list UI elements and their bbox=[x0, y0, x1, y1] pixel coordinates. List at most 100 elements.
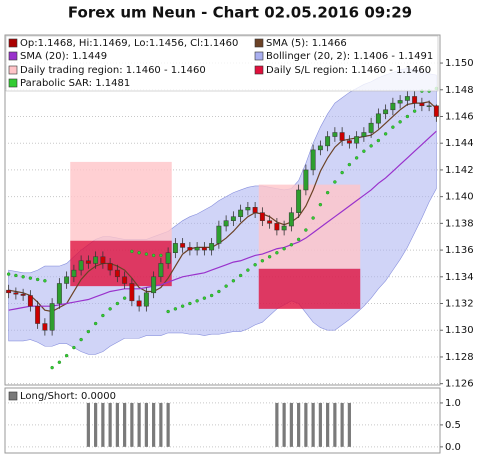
sar-dot bbox=[202, 296, 207, 300]
sar-dot bbox=[311, 216, 315, 220]
sar-dot bbox=[28, 276, 33, 280]
sar-dot bbox=[43, 279, 47, 283]
sar-dot bbox=[246, 268, 250, 272]
sar-dot bbox=[333, 180, 337, 184]
sar-dot bbox=[391, 125, 395, 129]
candle-body bbox=[245, 207, 251, 211]
chart-title: Forex um Neun - Chart 02.05.2016 09:29 bbox=[68, 4, 412, 22]
candle-body bbox=[303, 169, 309, 191]
bar bbox=[94, 402, 98, 447]
bar bbox=[347, 402, 351, 447]
y-tick-label: 1.138 bbox=[445, 218, 474, 229]
bar bbox=[333, 402, 337, 447]
legend-swatch bbox=[8, 391, 18, 401]
y-tick-label: 1.126 bbox=[445, 379, 474, 390]
sar-dot bbox=[253, 263, 257, 267]
candle-body bbox=[129, 283, 135, 302]
sar-dot bbox=[108, 307, 112, 311]
bar bbox=[282, 402, 286, 447]
sar-dot bbox=[159, 253, 163, 258]
y-tick-label: 1.150 bbox=[445, 58, 474, 69]
sar-dot bbox=[296, 237, 301, 242]
candle-body bbox=[397, 100, 403, 104]
sar-dot bbox=[362, 149, 366, 153]
candle-body bbox=[419, 102, 425, 107]
candle-body bbox=[93, 256, 99, 264]
sar-dot bbox=[398, 120, 402, 124]
sar-dot bbox=[144, 252, 149, 256]
candle-body bbox=[339, 132, 345, 141]
candle-body bbox=[354, 136, 360, 144]
candle-body bbox=[64, 276, 70, 284]
sar-dot bbox=[130, 249, 134, 254]
legend-swatch bbox=[8, 78, 18, 88]
bar bbox=[340, 402, 344, 447]
bar bbox=[115, 402, 119, 447]
bar bbox=[130, 402, 134, 447]
legend-swatch bbox=[254, 65, 264, 75]
sar-dot bbox=[72, 345, 76, 350]
candle-body bbox=[49, 303, 55, 331]
candle-body bbox=[165, 252, 171, 264]
candle-body bbox=[136, 300, 142, 307]
candle-body bbox=[223, 220, 229, 227]
sar-dot bbox=[318, 202, 323, 207]
sar-dot bbox=[6, 272, 11, 276]
sar-dot bbox=[224, 284, 228, 288]
sar-dot bbox=[57, 360, 62, 364]
bar bbox=[86, 402, 90, 447]
y-tick-label: 1.142 bbox=[445, 165, 474, 176]
sar-dot bbox=[195, 299, 199, 303]
sar-dot bbox=[188, 301, 192, 306]
candle-body bbox=[78, 260, 84, 271]
y-tick-label: 1.144 bbox=[445, 138, 474, 149]
sar-dot bbox=[50, 365, 54, 370]
sar-dot bbox=[267, 255, 272, 259]
candle-body bbox=[238, 209, 244, 217]
sar-dot bbox=[21, 275, 25, 279]
sma-line bbox=[8, 130, 437, 311]
bar bbox=[318, 402, 322, 447]
candle-body bbox=[310, 149, 316, 171]
sar-dot bbox=[64, 353, 69, 358]
sar-dot bbox=[93, 321, 98, 326]
bar bbox=[289, 402, 293, 447]
legend-swatch bbox=[8, 38, 18, 48]
candle-body bbox=[27, 295, 33, 307]
bar bbox=[159, 402, 163, 447]
candle-body bbox=[274, 223, 280, 231]
candle-body bbox=[267, 220, 273, 224]
bar bbox=[166, 402, 170, 447]
legend-label: SMA (5): 1.1466 bbox=[266, 38, 347, 49]
candle-body bbox=[209, 243, 215, 251]
sar-dot bbox=[369, 144, 373, 148]
sar-dot bbox=[122, 296, 127, 300]
legend-swatch bbox=[254, 38, 264, 48]
candle-body bbox=[6, 289, 12, 294]
bar bbox=[304, 402, 308, 447]
sar-dot bbox=[151, 253, 156, 258]
region bbox=[70, 240, 172, 287]
sar-dot bbox=[289, 243, 294, 247]
sar-dot bbox=[260, 259, 265, 263]
candle-body bbox=[332, 132, 338, 137]
candle-body bbox=[252, 207, 258, 213]
candle-body bbox=[361, 132, 367, 137]
candle-body bbox=[426, 105, 432, 107]
candle-body bbox=[259, 212, 265, 221]
candle-body bbox=[100, 256, 106, 264]
candle-body bbox=[317, 145, 323, 151]
candle-body bbox=[151, 276, 157, 294]
y-tick-label: 1.0 bbox=[445, 398, 461, 409]
candle-body bbox=[404, 96, 410, 101]
candle-body bbox=[143, 292, 149, 307]
plot-area bbox=[4, 387, 441, 454]
candle-body bbox=[158, 263, 164, 278]
sar-dot bbox=[282, 247, 286, 251]
legend-swatch bbox=[254, 51, 264, 61]
candle-body bbox=[180, 243, 186, 248]
candle-body bbox=[71, 269, 77, 278]
candle-body bbox=[375, 113, 381, 124]
legend-box bbox=[5, 35, 439, 92]
legend-label: Op:1.1468, Hi:1.1469, Lo:1.1456, Cl:1.14… bbox=[20, 38, 238, 49]
